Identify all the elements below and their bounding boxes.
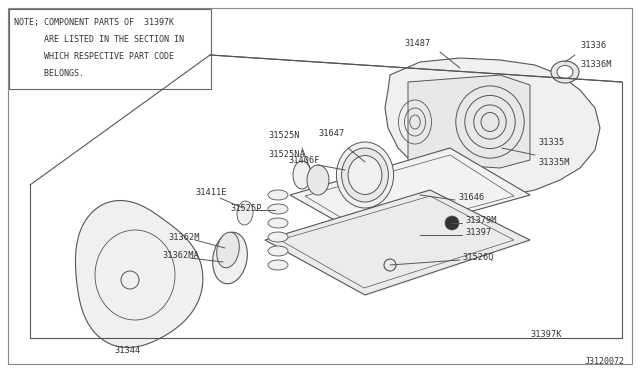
Text: 31362MA: 31362MA	[162, 250, 199, 260]
Ellipse shape	[217, 232, 239, 268]
Text: ARE LISTED IN THE SECTION IN: ARE LISTED IN THE SECTION IN	[14, 35, 184, 44]
Ellipse shape	[268, 218, 288, 228]
Text: 31336: 31336	[580, 41, 606, 50]
Ellipse shape	[293, 161, 311, 189]
Text: BELONGS.: BELONGS.	[14, 69, 84, 78]
Text: 31336M: 31336M	[580, 60, 611, 69]
Ellipse shape	[557, 65, 573, 78]
Polygon shape	[290, 148, 530, 240]
Text: 31406F: 31406F	[288, 155, 319, 164]
Ellipse shape	[268, 260, 288, 270]
Text: 31487: 31487	[405, 39, 431, 48]
Text: WHICH RESPECTIVE PART CODE: WHICH RESPECTIVE PART CODE	[14, 52, 174, 61]
Ellipse shape	[268, 204, 288, 214]
Polygon shape	[76, 201, 203, 347]
Ellipse shape	[212, 232, 247, 284]
Polygon shape	[265, 190, 530, 295]
Text: 31335M: 31335M	[538, 158, 570, 167]
Text: 31525NA: 31525NA	[268, 150, 305, 159]
Polygon shape	[408, 75, 530, 168]
Text: 31525P: 31525P	[230, 203, 262, 212]
Text: 31335: 31335	[538, 138, 564, 147]
Ellipse shape	[268, 190, 288, 200]
Ellipse shape	[551, 61, 579, 83]
Circle shape	[445, 216, 459, 230]
Polygon shape	[385, 58, 600, 195]
Text: 31647: 31647	[318, 129, 344, 138]
Ellipse shape	[237, 201, 253, 225]
Text: 31362M: 31362M	[168, 232, 200, 241]
Text: NOTE; COMPONENT PARTS OF  31397K: NOTE; COMPONENT PARTS OF 31397K	[14, 18, 174, 27]
Text: J3120072: J3120072	[585, 357, 625, 366]
Text: 31525N: 31525N	[268, 131, 300, 140]
Text: 31411E: 31411E	[195, 187, 227, 196]
Ellipse shape	[337, 142, 394, 208]
FancyBboxPatch shape	[9, 9, 211, 89]
Ellipse shape	[348, 155, 382, 195]
Text: 31397K: 31397K	[530, 330, 561, 339]
Ellipse shape	[268, 232, 288, 242]
Ellipse shape	[342, 148, 388, 202]
Ellipse shape	[268, 246, 288, 256]
Text: 31646: 31646	[458, 192, 484, 202]
Ellipse shape	[307, 165, 329, 195]
Text: 31344: 31344	[115, 346, 141, 355]
Text: 31526Q: 31526Q	[462, 253, 493, 262]
Text: 31397: 31397	[465, 228, 492, 237]
Text: 31379M: 31379M	[465, 215, 497, 224]
